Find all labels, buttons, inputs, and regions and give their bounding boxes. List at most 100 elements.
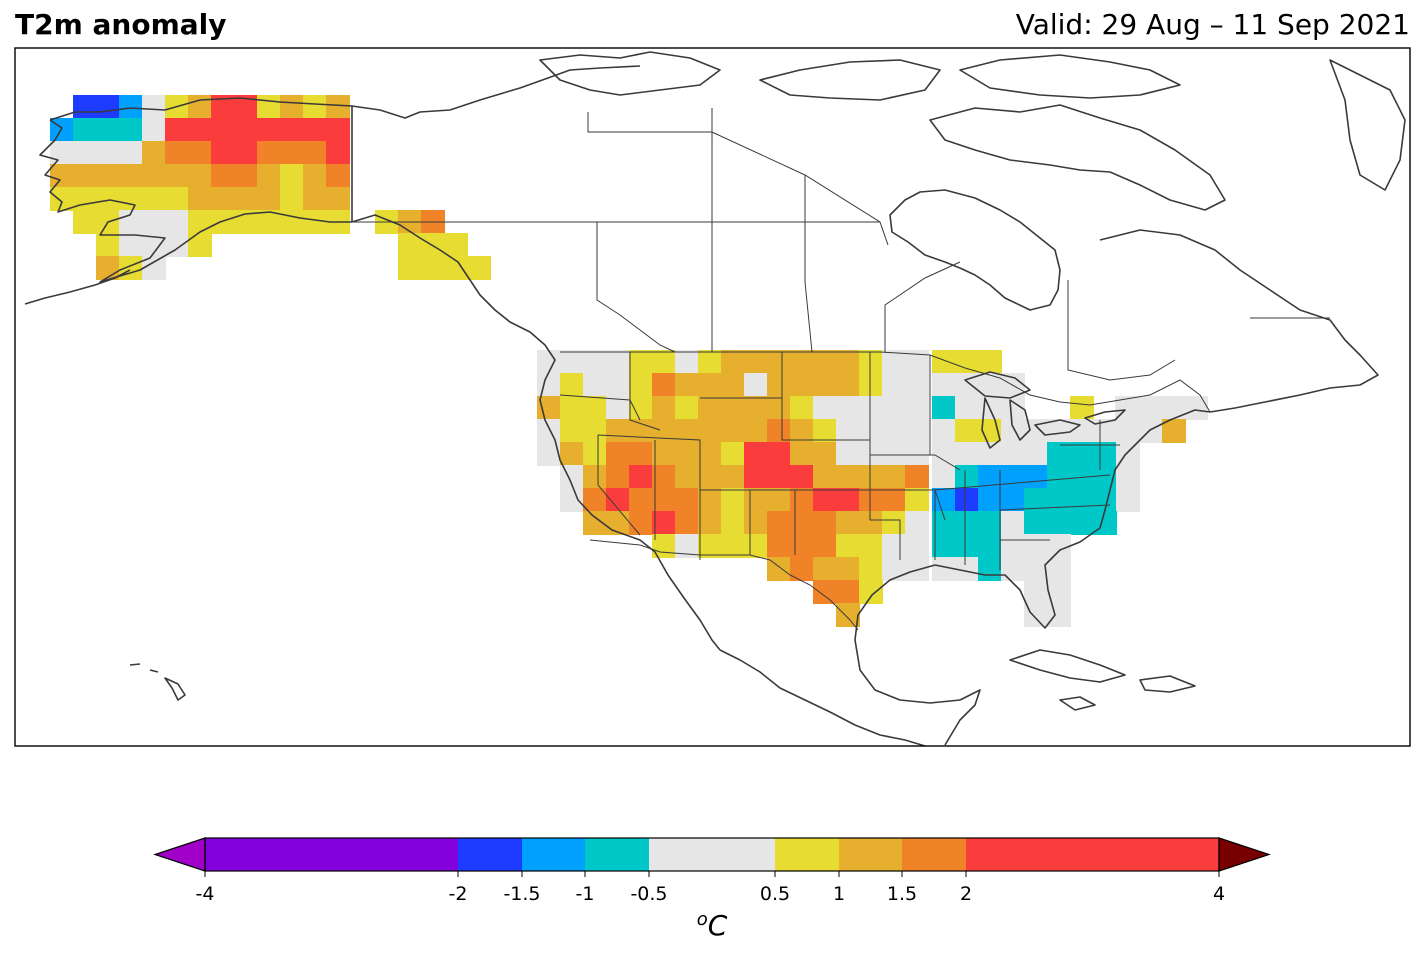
anomaly-cell xyxy=(165,141,189,165)
anomaly-cell xyxy=(698,488,722,512)
anomaly-cell xyxy=(859,488,883,512)
anomaly-cell xyxy=(836,350,860,374)
anomaly-cell xyxy=(234,141,258,165)
anomaly-cell xyxy=(583,442,607,466)
anomaly-cell xyxy=(744,396,768,420)
anomaly-cell xyxy=(675,511,699,535)
anomaly-cell xyxy=(813,396,837,420)
anomaly-cell xyxy=(257,187,281,211)
anomaly-cell xyxy=(606,350,630,374)
anomaly-cell xyxy=(188,210,212,234)
anomaly-cell xyxy=(119,118,143,142)
anomaly-cell xyxy=(188,118,212,142)
anomaly-cell xyxy=(537,419,561,443)
anomaly-cell xyxy=(675,373,699,397)
anomaly-cell xyxy=(698,511,722,535)
anomaly-grid xyxy=(50,95,1208,627)
anomaly-cell xyxy=(560,419,584,443)
anomaly-cell xyxy=(1001,465,1025,489)
anomaly-cell xyxy=(1024,511,1048,535)
anomaly-cell xyxy=(932,442,956,466)
anomaly-cell xyxy=(744,465,768,489)
anomaly-cell xyxy=(813,534,837,558)
anomaly-cell xyxy=(326,95,350,119)
anomaly-cell xyxy=(721,465,745,489)
anomaly-cell xyxy=(767,488,791,512)
anomaly-cell xyxy=(652,350,676,374)
anomaly-cell xyxy=(675,488,699,512)
colorbar-tick-label: -2 xyxy=(449,883,468,905)
anomaly-cell xyxy=(955,488,979,512)
anomaly-cell xyxy=(744,534,768,558)
anomaly-cell xyxy=(1116,465,1140,489)
anomaly-cell xyxy=(790,373,814,397)
anomaly-cell xyxy=(560,396,584,420)
anomaly-cell xyxy=(813,465,837,489)
anomaly-cell xyxy=(836,580,860,604)
anomaly-cell xyxy=(583,488,607,512)
anomaly-cell xyxy=(560,350,584,374)
anomaly-cell xyxy=(629,442,653,466)
anomaly-cell xyxy=(767,442,791,466)
anomaly-cell xyxy=(905,396,929,420)
colorbar-tick-label: 1.5 xyxy=(887,883,917,905)
anomaly-cell xyxy=(932,350,956,374)
anomaly-cell xyxy=(303,187,327,211)
anomaly-cell xyxy=(257,118,281,142)
anomaly-cell xyxy=(836,419,860,443)
anomaly-cell xyxy=(744,511,768,535)
anomaly-cell xyxy=(698,419,722,443)
anomaly-cell xyxy=(234,187,258,211)
anomaly-cell xyxy=(744,350,768,374)
anomaly-cell xyxy=(73,210,97,234)
anomaly-cell xyxy=(142,164,166,188)
anomaly-cell xyxy=(859,557,883,581)
anomaly-cell xyxy=(932,534,956,558)
anomaly-cell xyxy=(955,442,979,466)
anomaly-cell xyxy=(629,396,653,420)
anomaly-cell xyxy=(142,210,166,234)
anomaly-cell xyxy=(257,141,281,165)
anomaly-cell xyxy=(882,350,906,374)
anomaly-cell xyxy=(836,442,860,466)
anomaly-cell xyxy=(744,373,768,397)
anomaly-cell xyxy=(882,442,906,466)
colorbar-tick-label: 4 xyxy=(1213,883,1225,905)
colorbar-bin xyxy=(839,838,902,871)
anomaly-cell xyxy=(303,164,327,188)
anomaly-cell xyxy=(882,419,906,443)
anomaly-cell xyxy=(188,141,212,165)
valid-period: Valid: 29 Aug – 11 Sep 2021 xyxy=(1015,8,1410,41)
anomaly-cell xyxy=(905,511,929,535)
anomaly-cell xyxy=(698,396,722,420)
anomaly-cell xyxy=(675,350,699,374)
anomaly-cell xyxy=(813,580,837,604)
anomaly-cell xyxy=(303,141,327,165)
anomaly-map xyxy=(14,47,1411,747)
anomaly-cell xyxy=(813,350,837,374)
anomaly-cell xyxy=(96,233,120,257)
anomaly-cell xyxy=(1024,557,1048,581)
anomaly-cell xyxy=(188,164,212,188)
anomaly-cell xyxy=(905,442,929,466)
anomaly-cell xyxy=(932,465,956,489)
anomaly-cell xyxy=(652,396,676,420)
anomaly-cell xyxy=(813,442,837,466)
anomaly-cell xyxy=(836,465,860,489)
anomaly-cell xyxy=(698,465,722,489)
anomaly-cell xyxy=(882,488,906,512)
anomaly-cell xyxy=(606,373,630,397)
anomaly-cell xyxy=(675,442,699,466)
anomaly-cell xyxy=(1116,419,1140,443)
anomaly-cell xyxy=(1184,396,1208,420)
anomaly-cell xyxy=(537,350,561,374)
anomaly-cell xyxy=(790,511,814,535)
anomaly-cell xyxy=(211,118,235,142)
anomaly-cell xyxy=(257,164,281,188)
anomaly-cell xyxy=(721,511,745,535)
anomaly-cell xyxy=(813,373,837,397)
anomaly-cell xyxy=(652,488,676,512)
anomaly-cell xyxy=(96,164,120,188)
anomaly-cell xyxy=(790,396,814,420)
anomaly-cell xyxy=(790,419,814,443)
